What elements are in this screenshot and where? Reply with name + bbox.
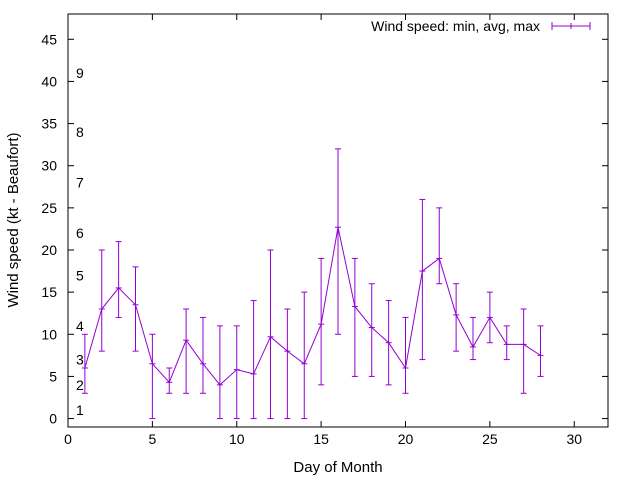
- y-tick-label: 0: [49, 411, 57, 427]
- legend-label: Wind speed: min, avg, max: [371, 18, 540, 34]
- x-tick-label: 10: [229, 431, 245, 447]
- y-axis-title: Wind speed (kt - Beaufort): [5, 132, 22, 307]
- x-tick-label: 25: [482, 431, 498, 447]
- y-tick-label: 30: [41, 158, 57, 174]
- x-tick-label: 15: [313, 431, 329, 447]
- x-tick-label: 20: [398, 431, 414, 447]
- plot-frame: [67, 13, 609, 428]
- y-tick-label: 45: [41, 31, 57, 47]
- beaufort-label: 1: [76, 402, 84, 418]
- beaufort-scale-labels: 1 2 3 4 5 6 7 8 9: [76, 65, 84, 418]
- beaufort-label: 4: [76, 318, 84, 334]
- series-line-group: [81, 226, 544, 386]
- avg-series-line: [84, 227, 541, 386]
- y-tick-label: 40: [41, 73, 57, 89]
- plot-border: [67, 13, 609, 428]
- y-tick-label: 10: [41, 326, 57, 342]
- beaufort-label: 5: [76, 267, 84, 283]
- y-tick-label: 5: [49, 368, 57, 384]
- legend: Wind speed: min, avg, max: [371, 18, 591, 34]
- x-tick-label: 30: [566, 431, 582, 447]
- y-tick-label: 20: [41, 242, 57, 258]
- beaufort-label: 3: [76, 352, 84, 368]
- x-axis-title: Day of Month: [293, 459, 382, 476]
- x-tick-label: 5: [148, 431, 156, 447]
- y-tick-label: 15: [41, 284, 57, 300]
- beaufort-label: 7: [76, 175, 84, 191]
- x-tick-label: 0: [64, 431, 72, 447]
- beaufort-label: 8: [76, 124, 84, 140]
- y-tick-label: 35: [41, 116, 57, 132]
- y-tick-label: 25: [41, 200, 57, 216]
- beaufort-label: 6: [76, 225, 84, 241]
- x-axis: 0 5 10 15 20 25 30: [64, 14, 582, 447]
- error-bars: [81, 148, 544, 420]
- beaufort-label: 9: [76, 65, 84, 81]
- beaufort-label: 2: [76, 377, 84, 393]
